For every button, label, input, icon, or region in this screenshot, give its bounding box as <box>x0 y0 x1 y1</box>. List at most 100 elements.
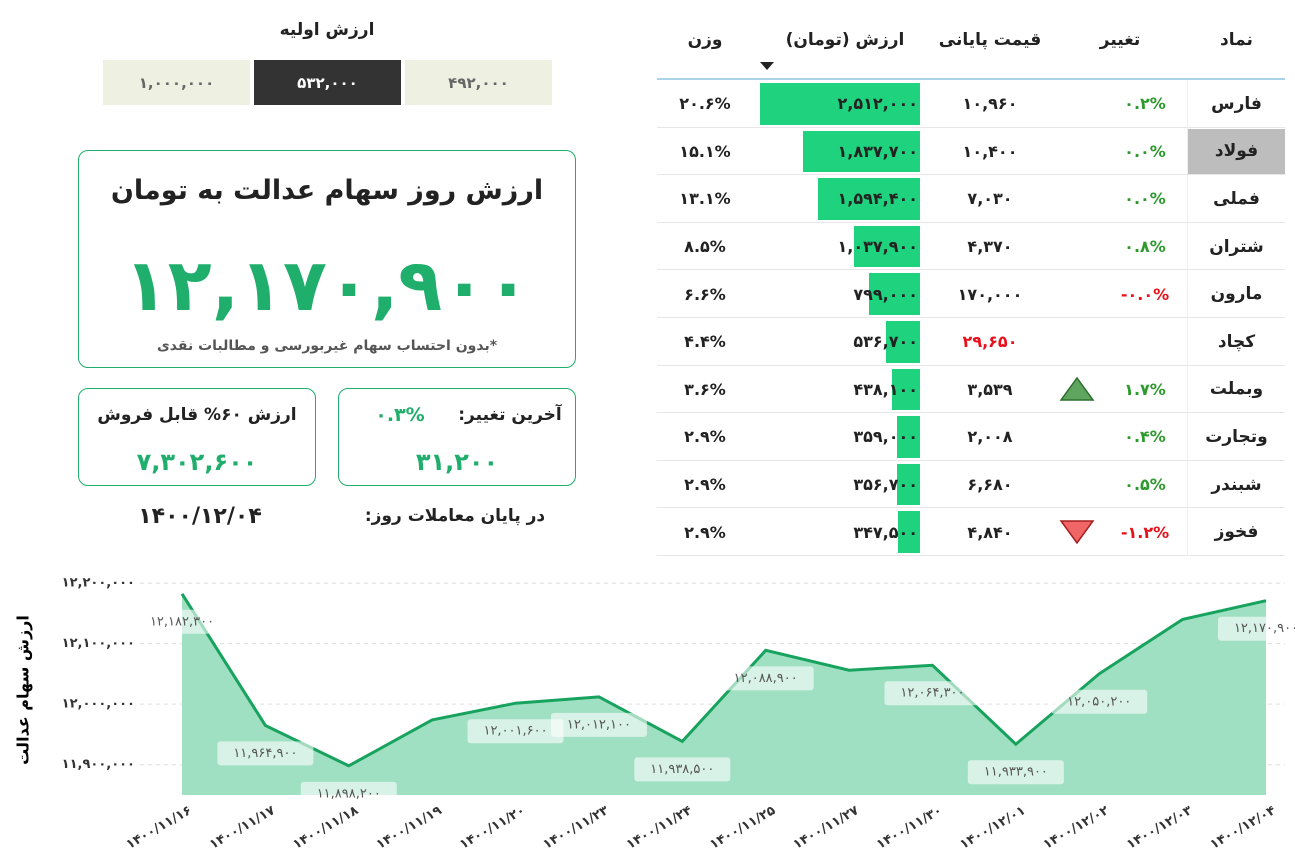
value-cell: ۲,۵۱۲,۰۰۰ <box>837 94 918 114</box>
value-bar <box>885 321 920 363</box>
symbol-cell: مارون <box>1210 284 1263 305</box>
x-tick-label: ۱۴۰۰/۱۱/۲۴ <box>624 803 695 853</box>
value-cell: ۱,۰۳۷,۹۰۰ <box>837 237 918 257</box>
change-card <box>338 388 576 486</box>
x-tick-label: ۱۴۰۰/۱۱/۲۰ <box>457 803 528 852</box>
value-label: ۱۲,۰۸۸,۹۰۰ <box>734 671 798 686</box>
value-cell: ۱,۵۹۴,۴۰۰ <box>837 189 918 209</box>
value-cell: ۳۴۷,۵۰۰ <box>853 522 918 542</box>
value-label-bg <box>217 741 314 766</box>
value-label: ۱۲,۰۰۱,۶۰۰ <box>483 724 547 739</box>
symbol-cell: کچاد <box>1217 331 1256 352</box>
value-label: ۱۲,۰۵۰,۲۰۰ <box>1067 694 1131 709</box>
value-bar <box>869 273 920 315</box>
value-bar <box>897 511 920 553</box>
change-cell: ۰.۰% <box>1124 189 1166 209</box>
change-cell: -۰.۰% <box>1120 284 1170 304</box>
area-chart: ارزش سهام عدالت ۱۱,۹۰۰,۰۰۰ ۱۲,۰۰۰,۰۰۰ ۱۲,۱۰… <box>14 576 1295 853</box>
table-row <box>657 461 1285 509</box>
value-option[interactable]: ۱,۰۰۰,۰۰۰ <box>103 60 250 105</box>
y-axis-title: ارزش سهام عدالت <box>14 615 33 765</box>
value-bar <box>897 416 920 458</box>
value-label-bg <box>884 681 981 706</box>
row-divider <box>1187 508 1188 556</box>
value-option[interactable]: ۵۳۲,۰۰۰ <box>254 60 401 105</box>
value-bar <box>853 225 920 268</box>
value-option[interactable]: ۴۹۲,۰۰۰ <box>405 60 552 105</box>
value-label-bg <box>1051 689 1148 714</box>
value-label: ۱۱,۹۶۴,۹۰۰ <box>233 746 297 761</box>
table-header[interactable]: تغییر <box>1099 30 1141 50</box>
symbol-cell: فخوز <box>1214 522 1259 543</box>
trend-arrow <box>1059 520 1095 545</box>
value-label-bg <box>467 719 564 744</box>
x-tick-label: ۱۴۰۰/۱۲/۰۳ <box>1124 803 1195 853</box>
header-rule <box>657 78 1285 80</box>
x-tick-label: ۱۴۰۰/۱۱/۱۹ <box>374 803 445 853</box>
price-cell: ۴,۸۴۰ <box>967 522 1013 542</box>
value-label-bg <box>634 757 731 782</box>
weight-cell: ۱۵.۱% <box>679 141 731 161</box>
x-tick-label: ۱۴۰۰/۱۲/۰۲ <box>1041 803 1112 853</box>
price-cell: ۱۷۰,۰۰۰ <box>957 284 1023 304</box>
change-cell: ۰.۴% <box>1124 427 1166 447</box>
change-cell: ۱.۷% <box>1124 379 1166 399</box>
value-cell: ۷۹۹,۰۰۰ <box>853 284 918 304</box>
value-label-bg <box>550 712 647 737</box>
table-header[interactable]: وزن <box>687 30 723 50</box>
sellable-label: ارزش ۶۰% قابل فروش <box>97 405 297 425</box>
table-row <box>657 128 1285 176</box>
area-line <box>180 592 1267 768</box>
value-label: ۱۲,۰۱۲,۱۰۰ <box>567 717 631 732</box>
value-label: ۱۲,۱۸۲,۳۰۰ <box>150 614 214 629</box>
section-title: ارزش اولیه <box>279 20 375 40</box>
value-label-bg <box>1218 616 1295 641</box>
value-label: ۱۲,۱۷۰,۹۰۰ <box>1234 621 1295 636</box>
value-label: ۱۱,۸۹۸,۲۰۰ <box>317 786 381 801</box>
symbol-cell: شبندر <box>1211 474 1262 495</box>
date-label: در پایان معاملات روز: <box>364 506 546 526</box>
x-tick-label: ۱۴۰۰/۱۱/۱۶ <box>124 803 195 852</box>
x-tick-label: ۱۴۰۰/۱۲/۰۱ <box>958 803 1029 852</box>
row-divider <box>1187 175 1188 223</box>
weight-cell: ۲۰.۶% <box>679 94 731 114</box>
date-value: ۱۴۰۰/۱۲/۰۴ <box>138 503 262 529</box>
row-divider <box>1187 365 1188 414</box>
trend-triangle <box>1059 376 1095 401</box>
sellable-card <box>78 388 316 486</box>
table-header[interactable]: نماد <box>1220 30 1253 50</box>
value-cell: ۴۳۸,۱۰۰ <box>853 379 918 399</box>
row-divider <box>1187 413 1188 461</box>
value-bar <box>818 178 920 220</box>
row-divider <box>1187 318 1188 366</box>
value-cell: ۱,۸۳۷,۷۰۰ <box>837 141 918 161</box>
y-tick-label: ۱۲,۲۰۰,۰۰۰ <box>62 576 135 591</box>
weight-cell: ۶.۶% <box>684 284 726 304</box>
change-cell: ۰.۰% <box>1124 141 1166 161</box>
table-header[interactable]: قیمت پایانی <box>938 30 1042 50</box>
change-cell: -۱.۲% <box>1120 522 1170 542</box>
price-cell: ۱۰,۴۰۰ <box>962 141 1018 161</box>
table-row <box>657 318 1285 366</box>
summary-note: *بدون احتساب سهام غیربورسی و مطالبات نقد… <box>156 338 498 354</box>
trend-triangle <box>1059 520 1095 545</box>
table-header[interactable]: ارزش (تومان) <box>785 30 905 50</box>
symbol-cell: فولاد <box>1188 128 1285 175</box>
value-label: ۱۱,۹۳۳,۹۰۰ <box>984 765 1048 780</box>
sellable-value: ۷,۳۰۲,۶۰۰ <box>136 448 258 476</box>
price-cell: ۲۹,۶۵۰ <box>962 332 1018 352</box>
change-label: آخرین تغییر: <box>458 405 562 425</box>
symbol-cell: وبملت <box>1209 379 1264 400</box>
weight-cell: ۸.۵% <box>684 237 726 257</box>
change-cell: ۰.۲% <box>1124 94 1166 114</box>
weight-cell: ۳.۶% <box>684 379 726 399</box>
summary-title: ارزش روز سهام عدالت به تومان <box>110 174 544 206</box>
y-tick-label: ۱۲,۱۰۰,۰۰۰ <box>62 636 135 651</box>
table-row <box>657 413 1285 461</box>
table-row <box>657 80 1285 128</box>
value-label-bg <box>134 609 230 634</box>
table-row <box>657 508 1285 556</box>
price-cell: ۳,۵۳۹ <box>967 379 1013 399</box>
price-cell: ۱۰,۹۶۰ <box>962 94 1018 114</box>
